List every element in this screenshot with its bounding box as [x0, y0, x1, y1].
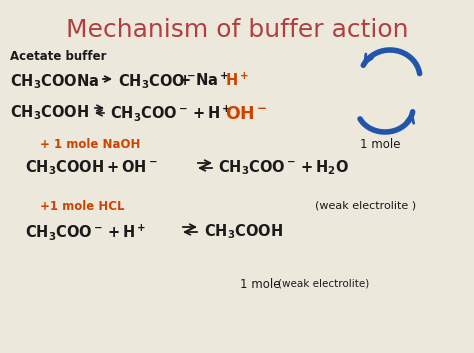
Text: $\mathbf{CH_3COO^-}$: $\mathbf{CH_3COO^-}$ — [118, 72, 196, 91]
Text: (weak electrolite): (weak electrolite) — [278, 279, 369, 289]
Text: +1 mole HCL: +1 mole HCL — [40, 200, 125, 213]
Text: (weak electrolite ): (weak electrolite ) — [315, 200, 416, 210]
Text: $\mathbf{CH_3COOH + OH^-}$: $\mathbf{CH_3COOH + OH^-}$ — [25, 158, 158, 177]
Text: $\mathbf{CH_3COO^- + H^+}$: $\mathbf{CH_3COO^- + H^+}$ — [25, 222, 146, 242]
Text: $\mathbf{H^+}$: $\mathbf{H^+}$ — [225, 72, 249, 89]
Text: $\mathbf{CH_3COONa}$: $\mathbf{CH_3COONa}$ — [10, 72, 99, 91]
Text: $\mathbf{OH^-}$: $\mathbf{OH^-}$ — [225, 105, 268, 123]
Text: Acetate buffer: Acetate buffer — [10, 50, 107, 63]
Text: Mechanism of buffer action: Mechanism of buffer action — [66, 18, 408, 42]
Text: $\mathbf{CH_3COO^- + H^+}$: $\mathbf{CH_3COO^- + H^+}$ — [110, 103, 231, 123]
Text: 1 mole: 1 mole — [360, 138, 401, 151]
Text: $\mathbf{CH_3COOH}$: $\mathbf{CH_3COOH}$ — [10, 103, 89, 122]
Text: $\mathbf{+ \ Na^+}$: $\mathbf{+ \ Na^+}$ — [178, 72, 229, 89]
Text: 1 mole: 1 mole — [240, 278, 284, 291]
Text: + 1 mole NaOH: + 1 mole NaOH — [40, 138, 140, 151]
Text: $\mathbf{CH_3COOH}$: $\mathbf{CH_3COOH}$ — [204, 222, 283, 241]
Text: $\mathbf{CH_3COO^- + H_2O}$: $\mathbf{CH_3COO^- + H_2O}$ — [218, 158, 349, 177]
